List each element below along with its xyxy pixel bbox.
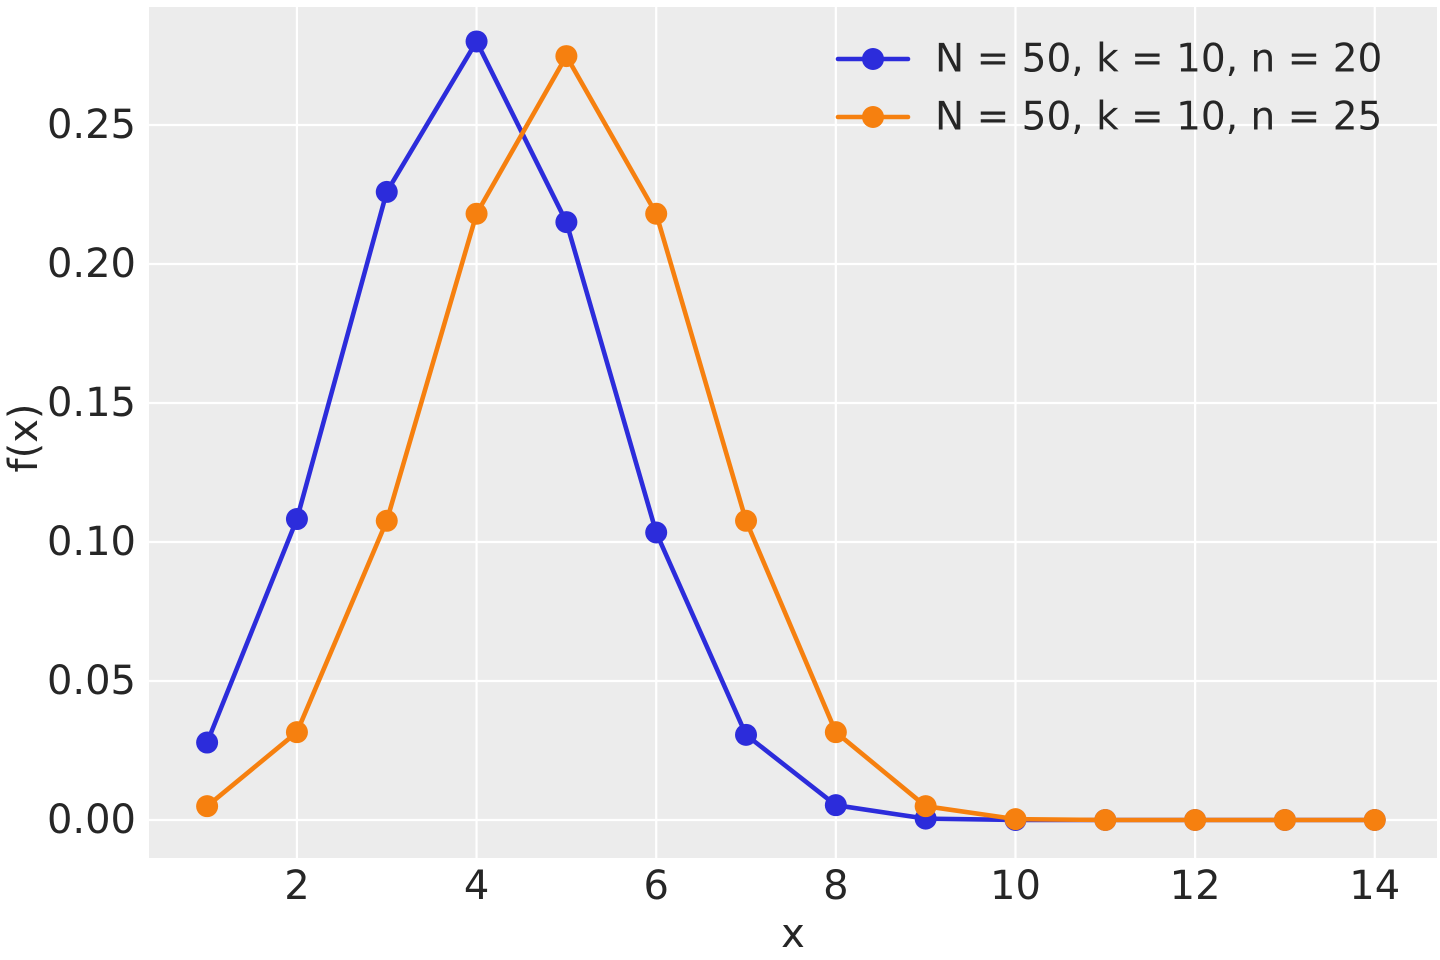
data-point-marker <box>375 180 398 203</box>
series-line-1 <box>204 53 1378 823</box>
y-tick-label-0.00: 0.00 <box>47 797 136 843</box>
data-point-marker <box>1273 808 1296 831</box>
data-point-marker <box>196 795 219 818</box>
legend-item-1: N = 50, k = 10, n = 25 <box>835 95 1382 140</box>
data-point-marker <box>465 202 488 225</box>
legend-label-1: N = 50, k = 10, n = 25 <box>935 95 1382 140</box>
data-point-marker <box>735 723 758 746</box>
y-tick-label-0.20: 0.20 <box>47 241 136 287</box>
data-point-marker <box>1004 808 1027 831</box>
y-axis-label: f(x) <box>1 404 47 473</box>
legend: N = 50, k = 10, n = 20 N = 50, k = 10, n… <box>835 37 1382 140</box>
data-point-marker <box>1094 808 1117 831</box>
data-point-marker <box>1363 808 1386 831</box>
data-point-marker <box>555 211 578 234</box>
legend-marker-icon-1 <box>862 106 884 128</box>
data-point-marker <box>645 521 668 544</box>
series-group <box>196 30 1386 831</box>
x-tick-label-14: 14 <box>1349 863 1400 909</box>
x-tick-label-8: 8 <box>823 863 848 909</box>
gridlines <box>149 7 1437 858</box>
data-point-marker <box>824 794 847 817</box>
data-point-marker <box>285 721 308 744</box>
data-point-marker <box>1184 808 1207 831</box>
data-point-marker <box>645 202 668 225</box>
x-tick-label-4: 4 <box>464 863 489 909</box>
x-axis-label: x <box>781 911 805 957</box>
data-point-marker <box>914 795 937 818</box>
legend-label-0: N = 50, k = 10, n = 20 <box>935 37 1382 82</box>
tick-labels: 2 4 6 8 10 12 14 0.00 0.05 0.10 0.15 0.20 0.25 <box>47 102 1400 909</box>
x-tick-label-10: 10 <box>990 863 1041 909</box>
plot-area <box>149 7 1437 858</box>
y-tick-label-0.05: 0.05 <box>47 658 136 704</box>
x-tick-label-12: 12 <box>1170 863 1221 909</box>
data-point-marker <box>555 45 578 68</box>
data-point-marker <box>465 30 488 53</box>
legend-marker-icon-0 <box>862 48 884 70</box>
y-tick-label-0.10: 0.10 <box>47 519 136 565</box>
x-tick-label-6: 6 <box>643 863 668 909</box>
data-point-marker <box>196 731 219 754</box>
data-point-marker <box>735 509 758 532</box>
data-point-marker <box>375 509 398 532</box>
y-tick-label-0.25: 0.25 <box>47 102 136 148</box>
legend-item-0: N = 50, k = 10, n = 20 <box>835 37 1382 82</box>
data-point-marker <box>285 508 308 531</box>
y-tick-label-0.15: 0.15 <box>47 380 136 426</box>
x-tick-label-2: 2 <box>284 863 309 909</box>
data-point-marker <box>824 721 847 744</box>
